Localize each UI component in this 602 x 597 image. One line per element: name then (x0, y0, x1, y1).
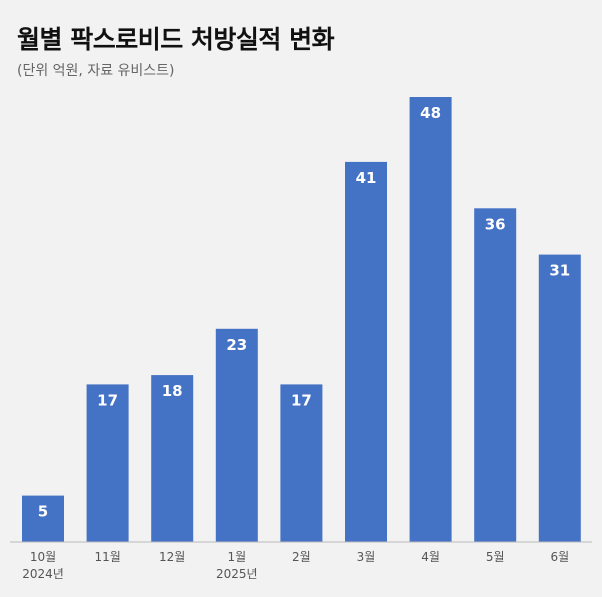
x-tick-label: 6월 (550, 550, 569, 564)
x-tick-label: 1월 (227, 550, 246, 564)
bar (345, 161, 387, 542)
bar (22, 495, 64, 542)
data-label: 18 (162, 382, 183, 400)
data-label: 31 (549, 262, 570, 280)
chart-subtitle: (단위 억원, 자료 유비스트) (17, 63, 175, 79)
x-tick-label: 11월 (94, 550, 120, 564)
data-label: 48 (420, 104, 441, 122)
bar (215, 328, 258, 542)
data-label: 17 (97, 391, 118, 409)
data-label: 23 (226, 336, 247, 354)
bar (409, 97, 452, 542)
bar (538, 254, 581, 542)
chart-title: 월별 팍스로비드 처방실적 변화 (17, 25, 335, 54)
bar (474, 208, 517, 543)
x-tick-label: 12월 (159, 550, 185, 564)
data-label: 41 (356, 169, 377, 187)
x-tick-label: 10월 (30, 550, 56, 564)
x-tick-label: 3월 (357, 550, 376, 564)
x-tick-label: 2월 (292, 550, 311, 564)
data-label: 17 (291, 391, 312, 409)
bar (280, 384, 323, 542)
data-label: 36 (485, 215, 506, 233)
bar (86, 384, 129, 542)
x-tick-label: 5월 (486, 550, 505, 564)
bar (151, 375, 194, 542)
x-year-label: 2024년 (22, 567, 64, 581)
x-year-label: 2025년 (216, 567, 258, 581)
x-tick-label: 4월 (421, 550, 440, 564)
data-label: 5 (38, 503, 48, 521)
